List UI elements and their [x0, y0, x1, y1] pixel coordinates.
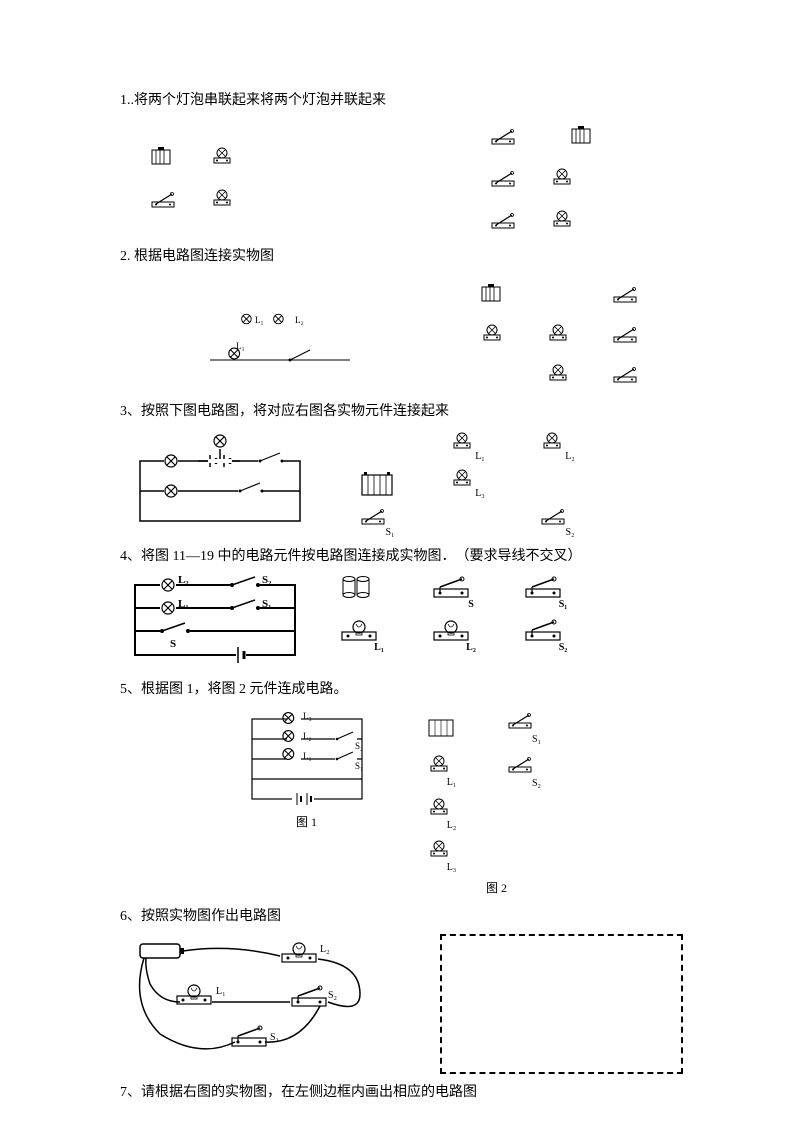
svg-text:L₁: L₁: [178, 598, 189, 610]
q5-fig1: L₃ L₂ S₂ L₁ S₁: [237, 709, 377, 830]
bulb-icon: [427, 797, 451, 817]
question-5: 5、根据图 1，将图 2 元件连成电路。 L₃ L₂ S₂: [120, 679, 683, 896]
q1-right-components: [490, 122, 590, 236]
svg-text:S: S: [170, 638, 176, 650]
svg-text:L₃: L₃: [303, 711, 312, 721]
bulb-icon: [550, 209, 586, 233]
board-bulb-icon: [340, 618, 380, 642]
q3-components: L₁ L₂ L₃ S₁ S₂: [360, 431, 600, 538]
bulb-icon: [210, 188, 246, 212]
svg-text:S₁: S₁: [355, 761, 363, 771]
svg-text:L₂: L₂: [295, 315, 304, 325]
q6-answer-box: [440, 934, 683, 1074]
q5-fig2: S₁ L₁ S₂ L₂ L₃ 图 2: [427, 709, 567, 896]
question-7: 7、请根据右图的实物图，在左侧边框内画出相应的电路图: [120, 1082, 683, 1104]
switch-icon: [612, 283, 648, 307]
svg-text:S₂: S₂: [262, 575, 272, 586]
svg-text:L₂: L₂: [178, 575, 189, 586]
q6-number: 6、: [120, 909, 141, 924]
bulb-icon: [427, 839, 451, 859]
q1-left-components: [150, 143, 250, 215]
bulb-icon: [480, 323, 516, 347]
board-bulb-icon: [432, 618, 472, 642]
battery-block-icon: [427, 718, 457, 738]
question-1: 1..将两个灯泡串联起来将两个灯泡并联起来: [120, 90, 683, 236]
svg-text:L₁: L₁: [216, 986, 226, 997]
switch-icon: [490, 167, 526, 191]
q2-schematic: L₁ L₂ L₁: [200, 295, 360, 375]
q5-text: 5、根据图 1，将图 2 元件连成电路。: [120, 679, 683, 701]
svg-text:L₂: L₂: [303, 731, 312, 741]
q2-components: [480, 279, 662, 391]
battery-icon: [570, 125, 606, 149]
svg-text:S₁: S₁: [262, 598, 271, 610]
question-4: 4、将图 11—19 中的电路元件按电路图连接成实物图． （要求导线不交叉） L…: [120, 546, 683, 664]
svg-text:S₂: S₂: [328, 990, 337, 1001]
q7-number: 7、: [120, 1085, 141, 1100]
question-6: 6、按照实物图作出电路图 L₂ L₁ S₂ S₁: [120, 906, 683, 1074]
svg-text:S₂: S₂: [355, 741, 363, 751]
q7-text: 7、请根据右图的实物图，在左侧边框内画出相应的电路图: [120, 1082, 683, 1104]
battery-block-icon: [360, 471, 396, 499]
bulb-icon: [427, 754, 451, 774]
q4-components: S S₁ L₁ L₂ S₂: [340, 575, 602, 653]
board-switch-icon: [432, 575, 472, 599]
board-switch-icon: [524, 618, 564, 642]
battery-icon: [150, 146, 186, 170]
switch-icon: [507, 753, 533, 775]
board-switch-icon: [524, 575, 564, 599]
bulb-icon: [540, 431, 564, 451]
q4-schematic: L₂ S₂ L₁ S₁ S: [120, 575, 310, 665]
q1-text: 1..将两个灯泡串联起来将两个灯泡并联起来: [120, 90, 683, 112]
switch-icon: [612, 363, 648, 387]
svg-text:L₁: L₁: [236, 341, 245, 351]
bulb-icon: [546, 323, 582, 347]
svg-text:L₂: L₂: [320, 944, 330, 955]
switch-icon: [540, 505, 566, 527]
switch-icon: [490, 125, 526, 149]
q4-number: 4、: [120, 549, 141, 564]
q4-text: 4、将图 11—19 中的电路元件按电路图连接成实物图． （要求导线不交叉）: [120, 546, 683, 568]
q2-text: 2. 根据电路图连接实物图: [120, 246, 683, 268]
battery-icon: [480, 283, 516, 307]
bulb-icon: [546, 363, 582, 387]
switch-icon: [507, 709, 533, 731]
q3-text: 3、按照下图电路图，将对应右图各实物元件连接起来: [120, 401, 683, 423]
switch-icon: [612, 323, 648, 347]
switch-icon: [360, 505, 386, 527]
svg-text:L₁: L₁: [255, 315, 264, 325]
q6-text: 6、按照实物图作出电路图: [120, 906, 683, 928]
svg-text:L₁: L₁: [303, 751, 312, 761]
question-2: 2. 根据电路图连接实物图 L₁ L₂ L₁: [120, 246, 683, 390]
q3-schematic: [120, 431, 320, 531]
q5-number: 5、: [120, 682, 141, 697]
bulb-icon: [210, 146, 246, 170]
q2-number: 2.: [120, 249, 131, 264]
bulb-icon: [450, 431, 474, 451]
q3-number: 3、: [120, 404, 141, 419]
question-3: 3、按照下图电路图，将对应右图各实物元件连接起来: [120, 401, 683, 538]
q6-physical: L₂ L₁ S₂ S₁: [120, 934, 400, 1064]
battery-pair-icon: [340, 575, 374, 601]
bulb-icon: [450, 468, 474, 488]
switch-icon: [150, 188, 186, 212]
switch-icon: [490, 209, 526, 233]
bulb-icon: [550, 167, 586, 191]
q1-number: 1.: [120, 93, 131, 108]
